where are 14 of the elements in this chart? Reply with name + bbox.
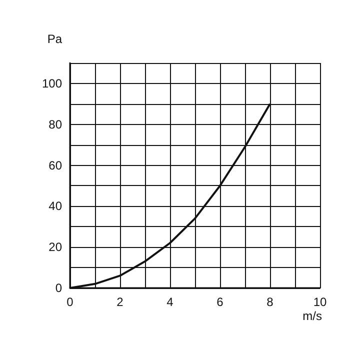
y-tick-label: 0: [55, 281, 62, 295]
x-tick-label: 6: [216, 295, 224, 309]
x-tick-label: 4: [166, 295, 174, 309]
y-tick-label: 60: [48, 158, 62, 172]
x-tick-label: 8: [266, 295, 274, 309]
y-axis-title: Pa: [47, 32, 62, 46]
y-tick-label: 100: [42, 76, 62, 90]
y-tick-label: 20: [48, 240, 62, 254]
x-tick-label: 2: [116, 295, 124, 309]
x-tick-label: 0: [66, 295, 74, 309]
x-axis-title: m/s: [302, 309, 322, 323]
y-tick-label: 40: [48, 199, 62, 214]
x-tick-label: 10: [313, 295, 327, 309]
y-tick-label: 80: [48, 117, 62, 132]
